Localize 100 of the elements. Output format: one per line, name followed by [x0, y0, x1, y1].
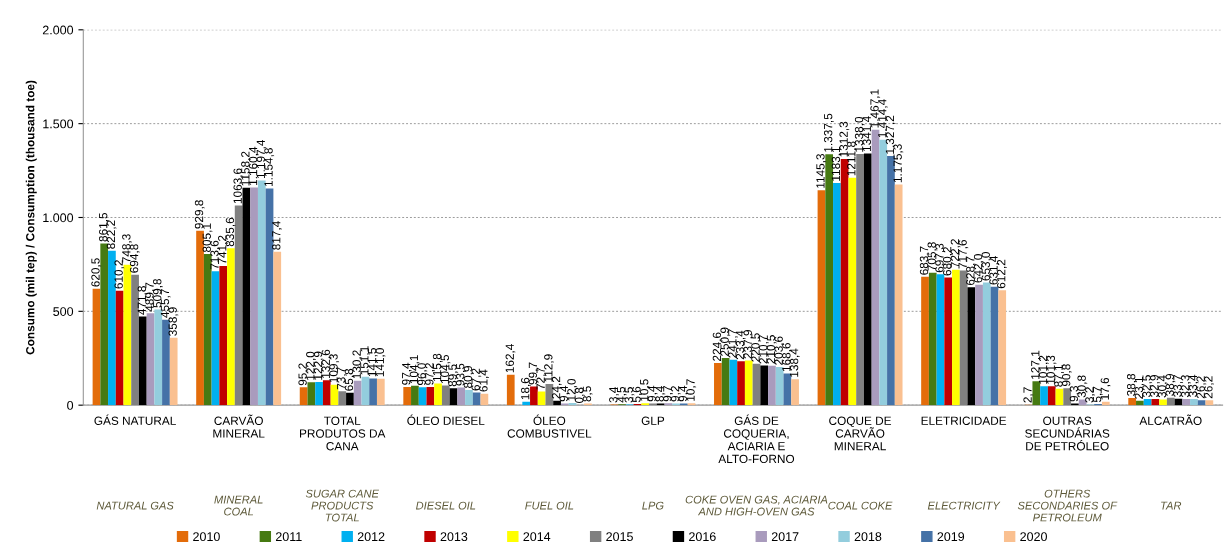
data-label: 631,4 — [989, 255, 1000, 285]
y-tick-label: 2.000 — [42, 25, 74, 35]
y-tick-label: 0 — [67, 400, 74, 410]
text: COAL COKE — [828, 501, 893, 510]
bar — [123, 264, 132, 406]
bar — [1047, 386, 1056, 406]
bar — [227, 248, 235, 406]
data-label: 162,4 — [505, 343, 516, 373]
data-label: 628,7 — [966, 256, 976, 286]
bar — [848, 177, 857, 406]
data-label: 2,7 — [1023, 387, 1034, 403]
bar — [411, 385, 419, 406]
bar — [1205, 400, 1214, 406]
data-label: 817,4 — [272, 221, 282, 250]
data-label: 151,1 — [360, 346, 370, 375]
bar — [894, 184, 903, 406]
bar — [250, 187, 258, 406]
bar — [744, 360, 753, 406]
bar — [1128, 397, 1137, 406]
x-tick-label: COQUE DE CARVÃO MINERAL — [829, 416, 892, 451]
data-label: 122,0 — [306, 351, 316, 380]
data-label: 1158,2 — [241, 151, 251, 186]
data-label: 168,6 — [782, 343, 792, 372]
bar — [92, 288, 101, 406]
data-label: 1.154,8 — [264, 148, 275, 187]
bar — [211, 271, 220, 406]
text: MINERAL COAL — [214, 495, 263, 516]
bar — [775, 366, 784, 406]
bar — [975, 284, 983, 406]
bar — [441, 385, 450, 406]
bar — [1182, 399, 1191, 406]
bar — [998, 290, 1007, 406]
legend-label: 2013 — [440, 532, 468, 542]
bar — [936, 274, 945, 406]
bar — [856, 154, 864, 406]
data-label: 97,2 — [425, 363, 435, 385]
bar — [322, 380, 331, 406]
text: COKE OVEN GAS, ACIARIA AND HIGH-OVEN GAS — [685, 495, 828, 516]
bar — [353, 380, 362, 406]
bar — [315, 382, 323, 406]
bar — [760, 365, 769, 406]
data-label: 241,7 — [728, 329, 738, 358]
legend-label: 2020 — [1020, 532, 1047, 542]
data-label: 138,4 — [789, 348, 800, 377]
x-tick-label: GLP — [641, 416, 665, 425]
x-tick-label: OUTRAS SECUNDÁRIAS DE PETRÓLEO — [1025, 416, 1110, 451]
legend-label: 2019 — [937, 532, 965, 542]
bar — [545, 383, 554, 406]
y-tick-label: 500 — [53, 307, 74, 316]
data-label: 5,6 — [632, 386, 643, 403]
bar — [131, 274, 139, 406]
bar — [768, 365, 776, 406]
data-label: 61,4 — [479, 369, 489, 392]
bar — [346, 392, 354, 406]
data-label: 610,2 — [114, 260, 125, 289]
bar — [472, 392, 481, 406]
legend-label: 2012 — [357, 532, 385, 542]
legend-label: 2011 — [275, 532, 302, 542]
data-label: 95,2 — [298, 363, 309, 386]
x-tick-label: GÁS DE COQUERIA, ACIARIA E ALTO-FORNO — [718, 414, 795, 464]
bar — [952, 269, 960, 406]
data-label: 694,8 — [129, 244, 140, 273]
bar — [418, 387, 427, 406]
bar — [265, 188, 274, 406]
bar — [162, 319, 170, 406]
bar — [196, 230, 204, 406]
bar — [219, 266, 228, 406]
data-label: 32,9 — [1150, 375, 1160, 398]
bar — [553, 400, 561, 406]
bar — [376, 378, 385, 406]
bar — [457, 387, 466, 406]
data-label: 26,2 — [1204, 376, 1214, 399]
bar — [138, 316, 147, 406]
data-label: 1063,6 — [233, 168, 244, 204]
bar — [752, 363, 761, 406]
bar — [338, 391, 347, 406]
bar — [714, 363, 722, 406]
bar — [990, 286, 999, 406]
bar — [1159, 399, 1167, 406]
x-tick-label: ÓLEO COMBUSTIVEL — [507, 414, 592, 438]
data-label: 3,4 — [609, 386, 619, 403]
data-label: 90,8 — [1062, 364, 1072, 387]
bar — [1040, 386, 1048, 406]
bar — [959, 270, 968, 406]
bar — [506, 374, 515, 406]
data-label: 1211,8 — [847, 141, 857, 176]
text: OTHERS SECONDARIES OF PETROLEUM — [1017, 489, 1118, 522]
data-label: 612,2 — [997, 259, 1007, 289]
y-tick-label: 1.000 — [43, 213, 74, 223]
text: DIESEL OIL — [415, 501, 476, 510]
bar — [465, 389, 473, 406]
bar — [1151, 398, 1160, 406]
bar — [146, 313, 155, 406]
bar — [169, 337, 178, 406]
bar — [299, 387, 308, 406]
legend-label: 2010 — [193, 532, 220, 542]
legend-label: 2015 — [606, 532, 633, 542]
legend-label: 2016 — [689, 532, 716, 542]
legend-label: 2014 — [523, 532, 551, 542]
data-label: 127,1 — [1031, 350, 1041, 379]
